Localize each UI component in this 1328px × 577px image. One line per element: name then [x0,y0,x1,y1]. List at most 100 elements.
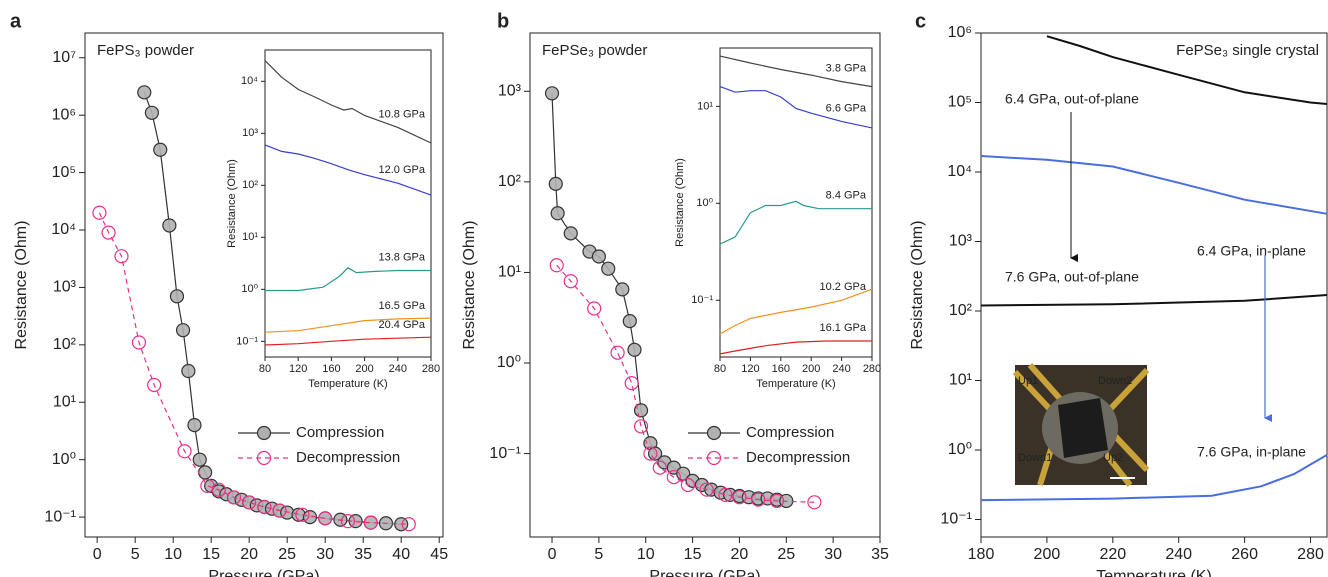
curve-label: 20.4 GPa [379,319,426,331]
x-tick-label: 30 [824,546,842,563]
y-tick-label: 10² [949,302,973,319]
y-tick-label: 10¹ [498,264,521,281]
data-point [610,345,625,360]
y-tick-label: 10⁶ [52,106,76,123]
data-point [137,85,152,100]
x-tick-label: 240 [1165,546,1192,563]
x-tick-label: 240 [389,363,407,375]
legend-label: Decompression [296,449,400,466]
x-tick-label: 15 [684,546,702,563]
x-tick-label: 260 [1231,546,1258,563]
x-tick-label: 220 [1099,546,1126,563]
y-tick-label: 10⁴ [947,163,972,180]
data-point [302,509,318,525]
data-point [175,323,191,338]
x-tick-label: 180 [968,546,995,563]
x-tick-label: 40 [392,546,410,563]
series-line [980,294,1328,307]
series-line [264,60,432,144]
y-tick-label: 10¹ [697,100,713,112]
series-line [980,454,1328,502]
data-point [295,507,310,522]
data-point [591,249,606,264]
data-point [192,452,207,467]
data-point [114,249,129,264]
device-photo [1012,363,1150,487]
y-tick-label: 10⁻¹ [489,445,521,462]
data-point [162,218,177,233]
legend-label: Decompression [746,449,850,466]
series-line [98,212,409,525]
legend-label: Compression [746,424,834,441]
data-point [666,470,681,485]
y-axis-label: Resistance (Ohm) [909,221,926,350]
y-tick-label: 10³ [949,233,973,250]
y-tick-label: 10² [498,173,522,190]
data-point [769,493,785,509]
data-point [601,261,616,276]
data-point [92,205,107,220]
curve-label: 16.1 GPa [820,322,867,334]
y-tick-label: 10¹ [53,393,76,410]
photo-crystal [1058,398,1108,458]
series-line [719,200,872,245]
data-point [280,505,295,520]
x-tick-label: 30 [316,546,334,563]
x-tick-label: 10 [637,546,655,563]
series-line [264,317,432,333]
data-point [624,376,639,391]
x-tick-label: 25 [278,546,296,563]
data-point [622,314,637,329]
x-tick-label: 280 [1297,546,1324,563]
series-line [265,267,431,292]
photo-label: Down2 [1098,375,1132,387]
data-point [187,418,202,433]
x-tick-label: 240 [832,363,850,375]
curve-label: 6.6 GPa [826,102,867,114]
data-point [101,225,116,240]
data-point [732,490,747,505]
y-tick-label: 10⁻¹ [691,294,713,306]
x-tick-label: 0 [93,546,102,563]
data-point [563,226,578,241]
data-point [226,490,242,505]
y-tick-label: 10⁻¹ [44,508,76,525]
legend-marker [706,425,722,441]
x-tick-label: 35 [354,546,372,563]
data-point [144,105,159,120]
y-tick-label: 10⁵ [948,94,972,111]
chart-title: FePSe₃ single crystal [1176,42,1319,59]
data-point [549,258,564,273]
data-point [563,274,578,289]
x-tick-label: 5 [594,546,603,563]
data-point [548,176,563,191]
chart-title: FePSe₃ powder [542,42,647,59]
y-tick-label: 10³ [53,279,77,296]
data-point [147,377,162,393]
data-point [257,499,272,515]
panel-b-inset: 80 120 160 200 240 280 10⁻¹ 10⁰ 10¹ Temperature (… [674,47,881,390]
curve-label: 6.4 GPa, in-plane [1197,243,1306,259]
legend-marker [256,450,272,466]
data-point [648,446,663,461]
y-tick-label: 10² [53,336,77,353]
series-line [264,144,432,196]
curve-label: 12.0 GPa [379,164,426,176]
photo-label: Up1 [1018,375,1038,387]
data-point [544,86,560,101]
legend-marker [256,425,272,441]
x-tick-label: 15 [202,546,220,563]
curve-label: 3.8 GPa [826,63,867,75]
data-point [550,206,565,221]
x-tick-label: 160 [772,363,790,375]
data-point [153,142,168,157]
x-tick-label: 10 [164,546,182,563]
plot-area [719,47,873,358]
series-line [719,340,872,355]
panel-c: 180 200 220 240 260 280 10⁻¹ 10⁰ 10¹ 10² 10³ 10⁴ 10⁵… [909,10,1328,577]
x-axis-label: Pressure (GPa) [649,568,760,577]
y-tick-label: 10⁻¹ [940,511,972,528]
data-point [131,335,147,350]
y-tick-label: 10³ [242,127,258,139]
